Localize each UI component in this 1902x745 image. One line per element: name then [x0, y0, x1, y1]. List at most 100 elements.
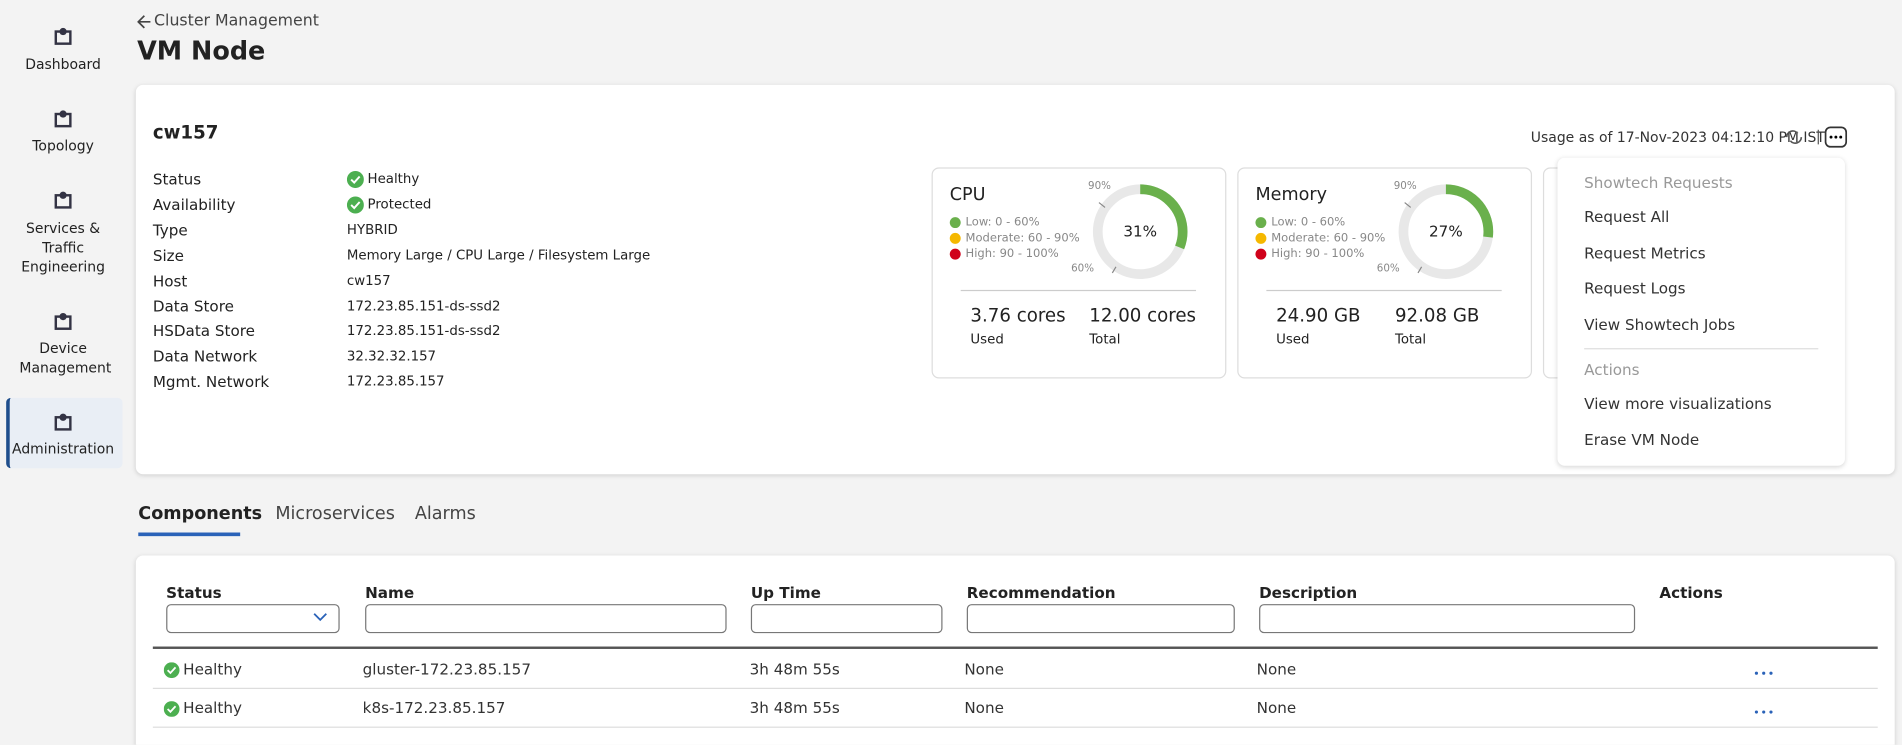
- cell: 3h 48m 55s: [749, 698, 840, 718]
- property-value: 172.23.85.157: [346, 373, 445, 390]
- check-icon: [163, 701, 180, 717]
- tab[interactable]: Components: [138, 504, 263, 524]
- gauge-title: CPU: [949, 185, 986, 205]
- column-header: Up Time: [750, 583, 821, 602]
- nav-label[interactable]: Dashboard: [25, 55, 101, 73]
- nav-label[interactable]: Device Management: [19, 339, 112, 377]
- nav-icon: [54, 110, 72, 128]
- used-label: Used: [970, 331, 1004, 348]
- cell: Healthy: [183, 698, 242, 718]
- property-label: HSData Store: [152, 321, 255, 340]
- column-header: Recommendation: [966, 583, 1116, 602]
- status-select[interactable]: [166, 604, 340, 634]
- row-line: [152, 687, 1878, 689]
- legend-text: Low: 0 - 60%: [965, 216, 1040, 230]
- property-label: Host: [152, 272, 188, 291]
- nav-label[interactable]: Administration: [12, 440, 115, 458]
- gauge-value: 27%: [1429, 222, 1463, 241]
- check-icon: [346, 171, 364, 189]
- menu: [1557, 157, 1845, 466]
- menu-item[interactable]: Request All: [1584, 207, 1670, 226]
- column-header: Status: [166, 583, 222, 602]
- gauge-scale: 90%: [1393, 180, 1417, 193]
- legend-text: High: 90 - 100%: [1271, 247, 1365, 262]
- gauge-arc: [1398, 184, 1494, 279]
- menu-item[interactable]: View Showtech Jobs: [1584, 315, 1736, 334]
- cell: None: [1256, 660, 1297, 679]
- header-line: [152, 646, 1878, 649]
- property-label: Type: [152, 221, 188, 240]
- legend-dot: [1255, 232, 1267, 244]
- property-value: 172.23.85.151-ds-ssd2: [346, 323, 501, 339]
- usage-time: Usage as of 17-Nov-2023 04:12:10 PM IST: [1530, 128, 1825, 146]
- property-value: cw157: [346, 273, 391, 290]
- select-caret: [313, 613, 327, 622]
- filter-input[interactable]: [966, 604, 1235, 634]
- filter-input[interactable]: [750, 604, 943, 634]
- used-value: 24.90 GB: [1276, 303, 1361, 326]
- cell: None: [964, 660, 1004, 679]
- gauge-divider: [1266, 289, 1502, 292]
- tab-underline: [138, 532, 241, 537]
- property-value: 32.32.32.157: [346, 348, 437, 365]
- nav-selected: [6, 397, 123, 469]
- check-icon: [163, 662, 180, 679]
- nav-label[interactable]: Topology: [32, 136, 94, 154]
- cell: 3h 48m 55s: [749, 660, 840, 679]
- property-label: Status: [152, 170, 202, 189]
- gauge-title: Memory: [1255, 185, 1328, 205]
- property-label: Data Network: [152, 347, 258, 366]
- gauge-value: 31%: [1123, 222, 1158, 241]
- property-value: Healthy: [367, 171, 420, 188]
- menu-heading: Actions: [1584, 360, 1640, 379]
- legend-text: Low: 0 - 60%: [1271, 216, 1346, 230]
- cell: None: [1256, 698, 1297, 718]
- cell: None: [964, 698, 1004, 718]
- cell: Healthy: [183, 660, 242, 679]
- legend-dot: [949, 217, 961, 229]
- node-name: cw157: [152, 120, 219, 143]
- property-label: Availability: [152, 195, 236, 214]
- gauge-divider: [960, 289, 1197, 292]
- legend-dot: [949, 248, 961, 260]
- column-header: Actions: [1659, 583, 1723, 602]
- refresh-icon: [1785, 130, 1803, 144]
- legend-dot: [1255, 248, 1267, 260]
- row-actions[interactable]: [1753, 670, 1775, 677]
- gauge: [1092, 184, 1188, 279]
- property-value: 172.23.85.151-ds-ssd2: [346, 298, 501, 315]
- gauge-arc: [1092, 184, 1188, 279]
- tab[interactable]: Microservices: [275, 504, 395, 524]
- nav-icon: [54, 413, 72, 431]
- used-value: 3.76 cores: [970, 303, 1066, 326]
- legend-dot: [949, 232, 961, 244]
- total-value: 92.08 GB: [1394, 303, 1480, 326]
- tab[interactable]: Alarms: [414, 504, 476, 524]
- gauge-scale: 60%: [1071, 263, 1095, 276]
- back-link[interactable]: Cluster Management: [154, 11, 319, 31]
- property-label: Mgmt. Network: [152, 372, 270, 391]
- menu-divider: [1584, 348, 1819, 350]
- filter-input[interactable]: [365, 604, 727, 634]
- total-label: Total: [1089, 331, 1121, 348]
- cell: k8s-172.23.85.157: [362, 698, 506, 718]
- filter-input[interactable]: [1259, 604, 1636, 634]
- total-value: 12.00 cores: [1089, 303, 1197, 326]
- menu-item[interactable]: Erase VM Node: [1584, 430, 1700, 449]
- check-icon: [346, 196, 364, 214]
- gauge-scale: 90%: [1088, 180, 1111, 193]
- gauge-scale: 60%: [1376, 263, 1400, 276]
- total-label: Total: [1394, 331, 1427, 348]
- menu-item[interactable]: View more visualizations: [1584, 394, 1772, 413]
- menu-item[interactable]: Request Metrics: [1584, 243, 1706, 262]
- used-label: Used: [1276, 331, 1310, 348]
- row-actions[interactable]: [1753, 708, 1775, 715]
- cell: gluster-172.23.85.157: [362, 660, 531, 679]
- property-label: Data Store: [152, 297, 234, 316]
- menu-item[interactable]: Request Logs: [1584, 279, 1686, 298]
- column-header: Description: [1259, 583, 1358, 602]
- gauge: [1398, 184, 1494, 279]
- table-card: [135, 555, 1895, 745]
- nav-label[interactable]: Services & Traffic Engineering: [21, 219, 105, 276]
